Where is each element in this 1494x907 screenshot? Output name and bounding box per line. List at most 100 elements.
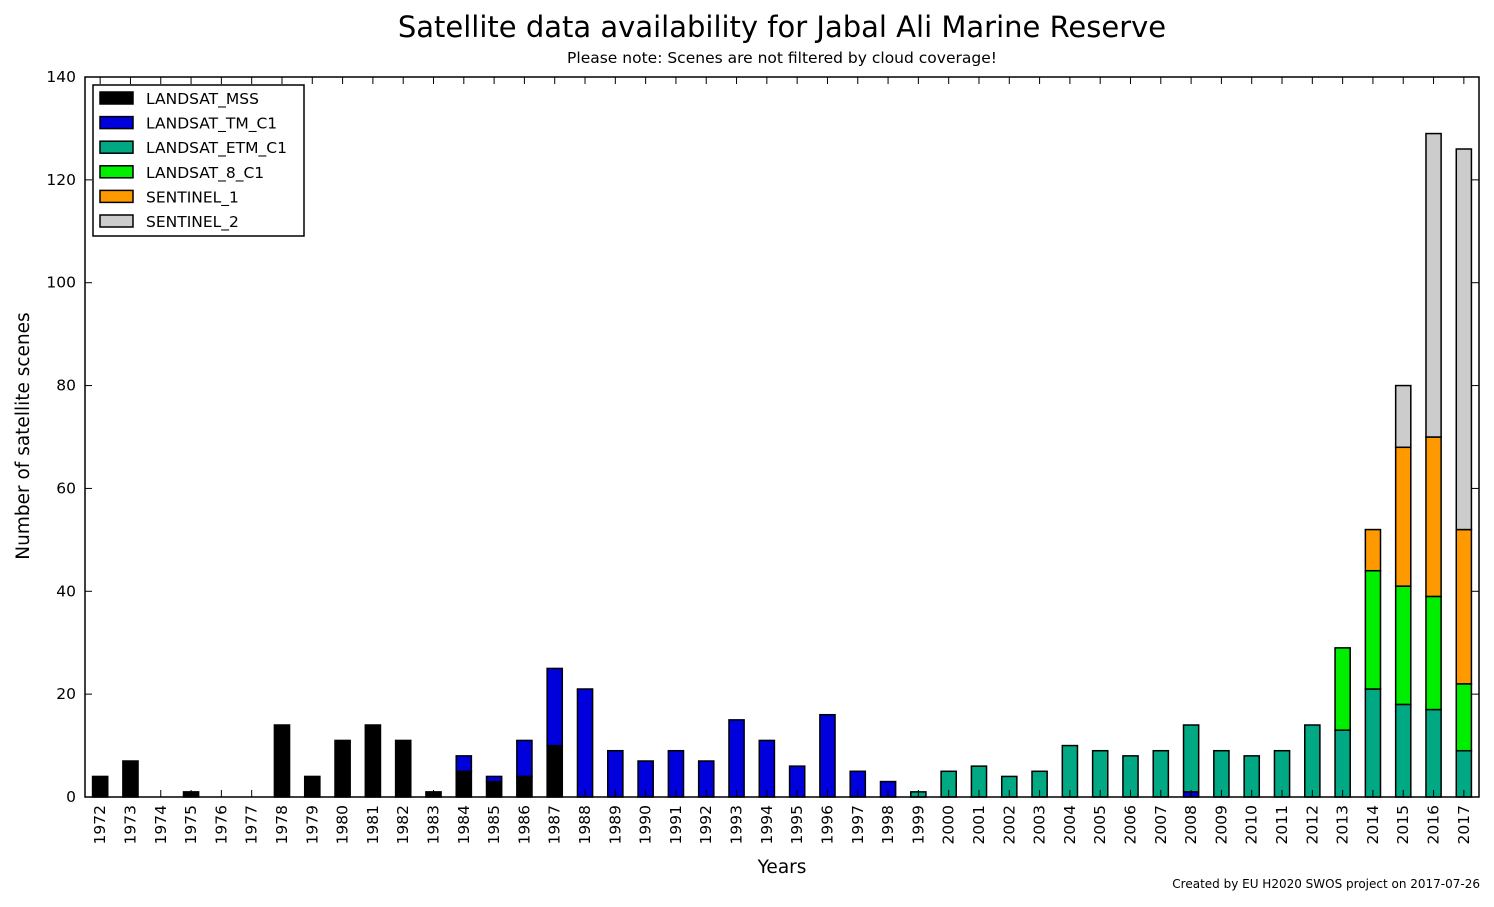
x-tick-label: 1996 bbox=[818, 805, 836, 844]
x-tick-label: 2014 bbox=[1364, 805, 1382, 844]
x-tick-label: 2007 bbox=[1152, 805, 1170, 844]
bar-landsat-etm-c1-2004 bbox=[1061, 744, 1079, 798]
x-tick-label: 2009 bbox=[1212, 805, 1230, 844]
bar-landsat-tm-c1-1985 bbox=[485, 775, 503, 783]
x-tick-label: 1982 bbox=[394, 805, 412, 844]
legend-label-landsat-mss: LANDSAT_MSS bbox=[146, 90, 259, 109]
x-tick-label: 1987 bbox=[546, 805, 564, 844]
legend-swatch-sentinel-2 bbox=[99, 214, 134, 228]
x-tick-label: 2013 bbox=[1334, 805, 1352, 844]
bars-group bbox=[91, 132, 1473, 798]
bar-sentinel-1-2015 bbox=[1394, 446, 1412, 587]
legend-label-sentinel-1: SENTINEL_1 bbox=[146, 188, 239, 207]
legend-swatch-landsat-etm-c1 bbox=[99, 140, 134, 154]
x-tick-label: 1983 bbox=[425, 805, 443, 844]
x-tick-label: 1984 bbox=[455, 805, 473, 844]
chart-title: Satellite data availability for Jabal Al… bbox=[397, 10, 1167, 44]
x-tick-label: 2015 bbox=[1394, 805, 1412, 844]
bar-landsat-8-c1-2013 bbox=[1334, 647, 1351, 731]
bar-sentinel-1-2014 bbox=[1364, 528, 1382, 572]
x-axis-title: Years bbox=[757, 857, 807, 878]
x-tick-label: 2003 bbox=[1031, 805, 1049, 844]
legend-box bbox=[92, 84, 305, 237]
bar-landsat-etm-c1-2014 bbox=[1364, 688, 1382, 798]
legend-swatch-sentinel-1 bbox=[99, 189, 134, 204]
y-tick-label: 140 bbox=[46, 68, 76, 86]
legend-label-landsat-etm-c1: LANDSAT_ETM_C1 bbox=[146, 139, 287, 158]
legend: LANDSAT_MSS LANDSAT_TM_C1 LANDSAT_ETM_C1 LA… bbox=[92, 84, 305, 237]
bar-landsat-mss-1978 bbox=[273, 724, 291, 798]
x-tick-label: 1986 bbox=[515, 805, 533, 844]
bar-landsat-tm-c1-1996 bbox=[819, 713, 836, 798]
legend-swatch-landsat-8-c1 bbox=[99, 165, 134, 179]
x-tick-label: 2011 bbox=[1273, 805, 1291, 844]
bar-landsat-tm-c1-1984 bbox=[455, 755, 473, 773]
x-tick-label: 1998 bbox=[879, 805, 897, 844]
x-tick-label: 2006 bbox=[1122, 805, 1140, 844]
y-tick-label: 100 bbox=[46, 274, 76, 292]
x-tick-label: 1991 bbox=[667, 805, 685, 844]
bar-landsat-mss-1980 bbox=[334, 739, 351, 798]
x-tick-label: 1990 bbox=[637, 805, 655, 844]
bar-sentinel-2-2017 bbox=[1455, 148, 1473, 531]
x-tick-label: 1994 bbox=[758, 805, 776, 844]
legend-label-sentinel-2: SENTINEL_2 bbox=[146, 213, 239, 232]
bar-sentinel-1-2016 bbox=[1425, 436, 1442, 598]
x-tick-label: 1988 bbox=[576, 805, 594, 844]
bar-sentinel-1-2017 bbox=[1455, 528, 1473, 685]
x-tick-label: 1999 bbox=[909, 805, 927, 844]
bar-landsat-mss-1987 bbox=[546, 744, 564, 798]
bar-landsat-mss-1982 bbox=[394, 739, 412, 798]
x-tick-label: 1995 bbox=[788, 805, 806, 844]
x-tick-label: 1979 bbox=[303, 805, 321, 844]
y-tick-label: 60 bbox=[56, 479, 76, 497]
x-tick-label: 1985 bbox=[485, 805, 503, 844]
x-tick-label: 1973 bbox=[121, 805, 139, 844]
x-tick-label: 1976 bbox=[212, 805, 230, 844]
x-tick-label: 2004 bbox=[1061, 805, 1079, 844]
x-tick-label: 2000 bbox=[940, 805, 958, 844]
bar-landsat-etm-c1-2015 bbox=[1394, 703, 1412, 798]
bar-landsat-8-c1-2014 bbox=[1364, 569, 1382, 690]
bar-landsat-etm-c1-2008 bbox=[1182, 724, 1200, 793]
bar-landsat-mss-1981 bbox=[364, 724, 382, 798]
legend-swatch-landsat-tm-c1 bbox=[99, 115, 134, 130]
legend-label-landsat-8-c1: LANDSAT_8_C1 bbox=[146, 164, 264, 183]
y-tick-label: 0 bbox=[66, 788, 76, 806]
x-tick-label: 1993 bbox=[728, 805, 746, 844]
legend-swatch-landsat-mss bbox=[99, 91, 134, 105]
x-tick-label: 2010 bbox=[1243, 805, 1261, 844]
x-tick-label: 2005 bbox=[1091, 805, 1109, 844]
bar-sentinel-2-2015 bbox=[1394, 384, 1412, 449]
bar-landsat-etm-c1-2016 bbox=[1425, 708, 1442, 798]
y-axis-group: 0 20 40 60 80 100 120 140 bbox=[46, 68, 1479, 806]
plot-frame bbox=[84, 76, 1480, 798]
y-tick-label: 20 bbox=[56, 685, 76, 703]
x-tick-label: 1997 bbox=[849, 805, 867, 844]
bar-landsat-etm-c1-2012 bbox=[1304, 724, 1321, 798]
bar-landsat-etm-c1-2013 bbox=[1334, 729, 1351, 798]
bar-sentinel-2-2016 bbox=[1425, 132, 1442, 438]
chart-subtitle: Please note: Scenes are not filtered by … bbox=[567, 49, 997, 67]
bar-landsat-tm-c1-1986 bbox=[516, 739, 533, 778]
bar-landsat-tm-c1-1987 bbox=[546, 667, 564, 747]
x-tick-label: 1981 bbox=[364, 805, 382, 844]
y-tick-label: 120 bbox=[46, 171, 76, 189]
bar-landsat-tm-c1-1994 bbox=[758, 739, 776, 798]
y-axis-title: Number of satellite scenes bbox=[13, 312, 34, 559]
x-tick-label: 1980 bbox=[334, 805, 352, 844]
bar-landsat-tm-c1-1988 bbox=[576, 688, 594, 798]
x-tick-label: 1992 bbox=[697, 805, 715, 844]
y-tick-label: 80 bbox=[56, 377, 76, 395]
x-tick-label: 1989 bbox=[606, 805, 624, 844]
bar-landsat-8-c1-2016 bbox=[1425, 595, 1442, 711]
y-tick-label: 40 bbox=[56, 582, 76, 600]
x-tick-label: 1975 bbox=[182, 805, 200, 844]
x-tick-label: 2008 bbox=[1182, 805, 1200, 844]
x-tick-label: 1972 bbox=[91, 805, 109, 844]
bar-landsat-tm-c1-1993 bbox=[728, 719, 745, 798]
x-tick-label: 2002 bbox=[1000, 805, 1018, 844]
bar-landsat-8-c1-2017 bbox=[1455, 683, 1473, 752]
x-tick-label: 2017 bbox=[1455, 805, 1473, 844]
